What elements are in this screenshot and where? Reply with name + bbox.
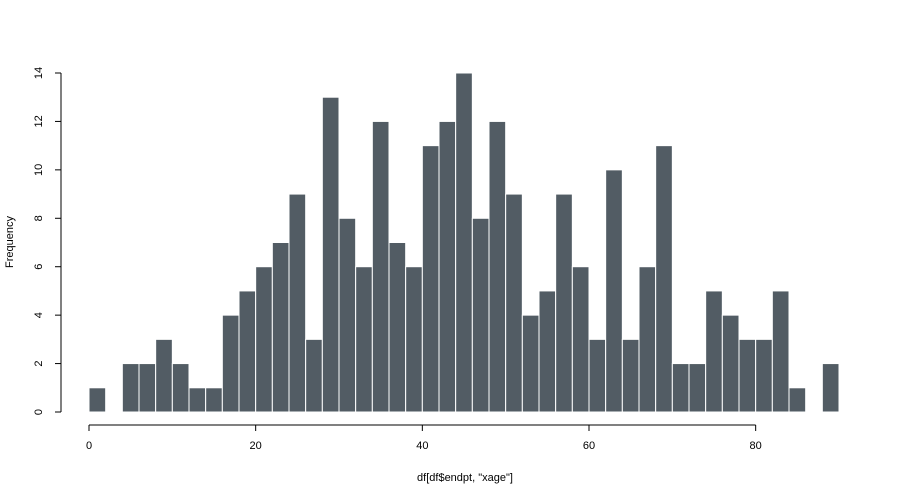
histogram-bar xyxy=(521,314,540,413)
histogram-bar xyxy=(88,387,107,413)
histogram-bar xyxy=(621,338,640,413)
histogram-bar xyxy=(138,363,157,413)
histogram-bar xyxy=(221,314,240,413)
x-tick-label: 0 xyxy=(86,440,92,452)
y-tick-label: 10 xyxy=(33,164,45,176)
histogram-bar xyxy=(671,363,690,413)
histogram-bar xyxy=(321,96,340,413)
histogram-bar xyxy=(721,314,740,413)
histogram-bar xyxy=(405,266,423,413)
histogram-bar xyxy=(188,387,207,413)
histogram-bar xyxy=(121,363,140,413)
histogram-bar xyxy=(338,217,357,413)
y-tick-label: 12 xyxy=(33,115,45,127)
histogram-bar xyxy=(171,363,190,413)
y-tick-label: 4 xyxy=(33,312,45,318)
histogram-bar xyxy=(655,145,673,413)
histogram-bar xyxy=(305,338,323,413)
histogram-bar xyxy=(505,193,523,413)
y-tick-label: 2 xyxy=(33,361,45,367)
y-tick-label: 0 xyxy=(33,409,45,415)
y-axis-label: Frequency xyxy=(4,216,16,268)
histogram-bar xyxy=(555,193,573,413)
histogram-bar xyxy=(205,387,223,413)
histogram-bar xyxy=(455,72,473,413)
histogram-bar xyxy=(755,338,773,413)
x-tick-label: 60 xyxy=(583,440,595,452)
x-axis-label: df[df$endpt, "xage"] xyxy=(417,472,513,484)
histogram-bar xyxy=(738,338,757,413)
x-tick-label: 20 xyxy=(250,440,262,452)
histogram-bar xyxy=(788,387,807,413)
histogram-bar xyxy=(571,266,590,413)
histogram-bar xyxy=(238,290,257,413)
histogram-bar xyxy=(271,242,290,413)
histogram-bar xyxy=(471,217,490,413)
histogram-bar xyxy=(538,290,557,413)
histogram-bar xyxy=(421,145,440,413)
histogram-bar xyxy=(771,290,790,413)
y-axis: 0 2 4 6 8 10 12 14 xyxy=(33,67,62,415)
y-tick-label: 14 xyxy=(33,67,45,79)
histogram-bar xyxy=(155,338,173,413)
histogram-bar xyxy=(821,363,840,413)
histogram-bar xyxy=(488,120,507,413)
x-axis: 0 20 40 60 80 xyxy=(86,424,762,452)
histogram-bar xyxy=(605,169,623,413)
histogram-bar xyxy=(638,266,657,413)
histogram-bar xyxy=(288,193,307,413)
x-tick-label: 40 xyxy=(416,440,428,452)
histogram-bar xyxy=(588,338,607,413)
histogram-bar xyxy=(371,120,390,413)
histogram-bar xyxy=(388,242,407,413)
histogram-bar xyxy=(688,363,707,413)
bars-group xyxy=(88,72,840,413)
y-tick-label: 8 xyxy=(33,215,45,221)
histogram-bar xyxy=(705,290,723,413)
histogram-bar xyxy=(355,266,373,413)
histogram-bar xyxy=(438,120,457,413)
x-tick-label: 80 xyxy=(750,440,762,452)
y-tick-label: 6 xyxy=(33,264,45,270)
histogram-bar xyxy=(255,266,273,413)
